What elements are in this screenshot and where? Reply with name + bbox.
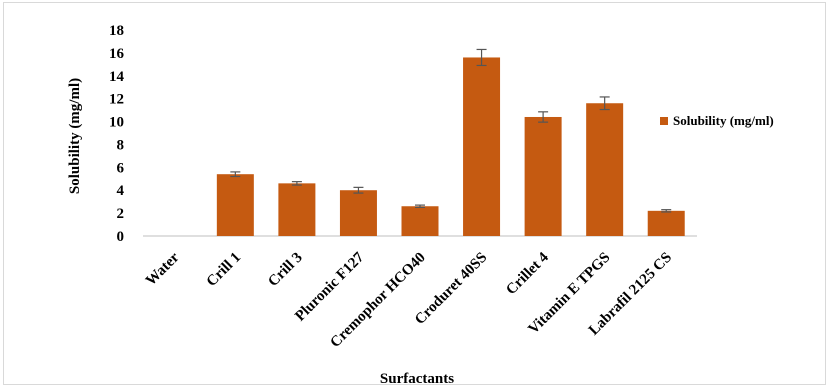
y-tick-label: 4: [117, 183, 125, 199]
bar: [463, 57, 501, 236]
y-tick-label: 6: [117, 160, 125, 176]
y-tick-label: 8: [117, 137, 125, 153]
x-tick-label: Crill 1: [204, 250, 244, 290]
bar: [647, 210, 685, 236]
y-tick-label: 10: [109, 115, 124, 131]
bar: [278, 183, 316, 236]
bar: [586, 103, 624, 236]
x-tick-label: Water: [143, 249, 183, 289]
legend-swatch: [660, 117, 668, 125]
x-tick-label: Crill 3: [265, 250, 305, 290]
y-axis-ticks: 0 2 4 6 8 10 12 14 16 18: [109, 23, 125, 245]
bar: [216, 174, 254, 236]
error-bar: [291, 181, 302, 186]
error-bar: [415, 204, 425, 208]
y-tick-label: 0: [117, 229, 125, 245]
error-bar: [599, 96, 610, 111]
y-tick-label: 12: [109, 92, 124, 108]
x-tick-label: Crillet 4: [503, 249, 552, 298]
y-axis-title: Solubility (mg/ml): [67, 78, 83, 194]
y-tick-label: 16: [109, 46, 125, 62]
error-bar: [661, 209, 672, 213]
error-bar: [538, 111, 549, 123]
bar: [339, 190, 377, 236]
chart-frame: [3, 2, 826, 385]
y-tick-label: 14: [109, 69, 125, 85]
bar: [401, 206, 439, 236]
bars: [216, 57, 685, 236]
error-bars: [230, 48, 672, 213]
y-tick-label: 2: [117, 206, 125, 222]
x-axis-title: Surfactants: [380, 371, 454, 387]
error-bar: [476, 48, 487, 67]
y-tick-label: 18: [109, 23, 124, 39]
bar: [524, 116, 562, 236]
error-bar: [353, 186, 364, 194]
error-bar: [230, 171, 241, 178]
legend: Solubility (mg/ml): [660, 113, 774, 128]
legend-label: Solubility (mg/ml): [673, 113, 774, 128]
